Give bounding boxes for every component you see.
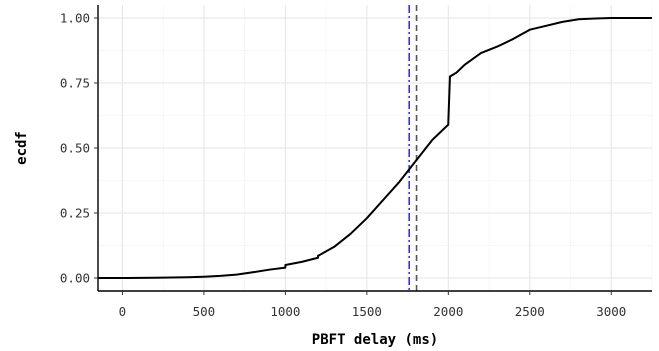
reference-lines	[408, 5, 418, 291]
x-tick-label: 2000	[433, 304, 463, 319]
x-tick-label: 1000	[270, 304, 300, 319]
x-tick-label: 1500	[352, 304, 382, 319]
x-axis-title: PBFT delay (ms)	[312, 332, 438, 348]
series-group	[98, 17, 652, 279]
x-axis-ticks: 0 500 1000 1500 2000 2500 3000	[119, 291, 626, 319]
y-tick-label: 0.00	[60, 271, 90, 286]
y-tick-label: 0.50	[60, 141, 90, 156]
y-axis-title: ecdf	[14, 131, 30, 165]
y-axis-ticks: 0.00 0.25 0.50 0.75 1.00	[60, 11, 98, 286]
x-tick-label: 0	[119, 304, 127, 319]
x-tick-label: 500	[193, 304, 216, 319]
x-tick-label: 3000	[596, 304, 626, 319]
y-tick-label: 1.00	[60, 11, 90, 26]
grid	[98, 5, 653, 291]
y-tick-label: 0.25	[60, 206, 90, 221]
ecdf-curve	[98, 17, 652, 279]
y-tick-label: 0.75	[60, 76, 90, 91]
x-tick-label: 2500	[515, 304, 545, 319]
